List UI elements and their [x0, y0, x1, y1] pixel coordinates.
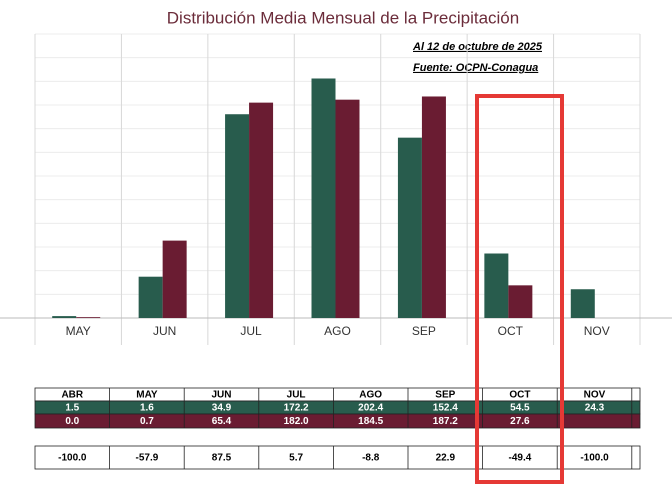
bar [249, 102, 274, 318]
table-cell: -49.4 [509, 453, 532, 464]
table-cell: 1.5 [65, 403, 79, 414]
chart-title: Distribución Media Mensual de la Precipi… [167, 8, 519, 27]
bar [570, 289, 595, 318]
x-tick-label: OCT [498, 324, 524, 338]
bars [52, 78, 595, 318]
table-cell: 22.9 [436, 453, 456, 464]
column-header: ABR [61, 390, 83, 401]
table-cell: 0.7 [140, 416, 154, 427]
table-cell: -100.0 [58, 453, 87, 464]
table-cell: 54.5 [510, 403, 530, 414]
table-cell: 34.9 [212, 403, 232, 414]
table-cell: 1.6 [140, 403, 154, 414]
table-cell: 202.4 [358, 403, 383, 414]
table: ABR MAY JUN JUL AGO SEP OCT NOV 1.5 1.6 34.9 172.2 2… [34, 387, 641, 470]
table-row [34, 445, 641, 470]
table-cell: 87.5 [212, 453, 232, 464]
table-row [34, 387, 641, 402]
table-cell: 27.6 [510, 416, 530, 427]
x-tick-label: AGO [324, 324, 351, 338]
column-header: SEP [435, 390, 455, 401]
highlight-box [475, 94, 564, 484]
bar [76, 317, 101, 318]
table-row [34, 413, 641, 429]
table-row [34, 400, 641, 415]
column-header: JUN [211, 390, 231, 401]
bar [508, 285, 533, 318]
table-cell: 172.2 [284, 403, 309, 414]
table-cell: 187.2 [433, 416, 458, 427]
bar [138, 276, 163, 318]
table-cell: 152.4 [433, 403, 458, 414]
column-header: MAY [136, 390, 158, 401]
table-cell: -57.9 [136, 453, 159, 464]
column-header: AGO [359, 390, 382, 401]
bar [52, 316, 77, 318]
table-cell: -8.8 [362, 453, 380, 464]
annotation: Fuente: OCPN-Conagua [413, 62, 538, 74]
bar [484, 253, 509, 318]
annotation: Al 12 de octubre de 2025 [412, 41, 543, 53]
x-tick-label: JUL [240, 324, 262, 338]
table-cell: 182.0 [284, 416, 309, 427]
x-tick-label: SEP [412, 324, 436, 338]
table-cell: 65.4 [212, 416, 232, 427]
column-header: OCT [509, 390, 530, 401]
bar [421, 96, 446, 318]
bar [397, 137, 422, 318]
table-cell: 0.0 [65, 416, 79, 427]
x-tick-label: MAY [66, 324, 91, 338]
bar [225, 114, 250, 318]
x-tick-label: NOV [584, 324, 610, 338]
table-cell: 5.7 [289, 453, 303, 464]
column-header: JUL [287, 390, 306, 401]
table-cell: 184.5 [358, 416, 383, 427]
bar [162, 240, 187, 318]
column-header: NOV [584, 390, 606, 401]
table-cell: 24.3 [585, 403, 605, 414]
x-tick-label: JUN [153, 324, 176, 338]
table-cell: -100.0 [580, 453, 609, 464]
bar [311, 78, 336, 318]
bar [335, 99, 360, 318]
